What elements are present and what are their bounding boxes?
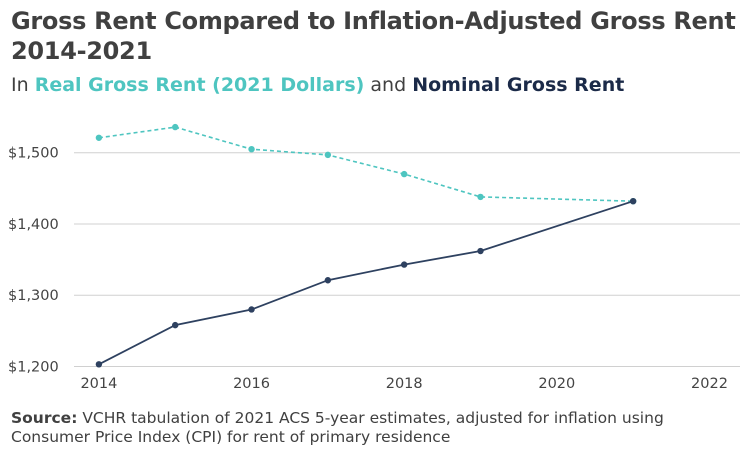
x-tick-label: 2014 [80, 376, 117, 392]
series-line-nominal [98, 200, 634, 366]
data-point-real [477, 193, 484, 201]
x-tick-label: 2016 [233, 376, 270, 392]
data-point-nominal [477, 247, 484, 255]
y-tick-label: $1,200 [8, 359, 59, 375]
x-tick-label: 2020 [538, 376, 575, 392]
y-tick-label: $1,400 [8, 217, 59, 233]
chart-title-line2: 2014-2021 [11, 37, 152, 65]
subtitle-real-label: Real Gross Rent (2021 Dollars) [34, 74, 365, 96]
data-point-nominal [172, 321, 179, 329]
y-tick-label: $1,500 [8, 146, 59, 162]
source-label: Source: [11, 409, 78, 427]
x-tick-label: 2022 [691, 376, 728, 392]
data-point-real [172, 123, 179, 131]
series-line-real [98, 126, 634, 202]
subtitle-nominal-label: Nominal Gross Rent [412, 74, 625, 96]
data-point-real [400, 170, 408, 178]
subtitle-joiner: and [364, 74, 413, 96]
data-point-nominal [324, 277, 332, 284]
chart-title-line1: Gross Rent Compared to Inflation-Adjuste… [11, 7, 736, 35]
data-point-real [95, 134, 103, 141]
y-tick-label: $1,300 [8, 288, 59, 304]
source-text: VCHR tabulation of 2021 ACS 5-year estim… [11, 409, 664, 446]
source-note: Source: VCHR tabulation of 2021 ACS 5-ye… [11, 409, 741, 447]
data-point-nominal [95, 361, 103, 368]
data-point-real [324, 151, 332, 159]
data-point-real [248, 145, 255, 153]
data-point-nominal [629, 197, 637, 205]
chart-subtitle: In Real Gross Rent (2021 Dollars) and No… [11, 72, 741, 98]
x-tick-label: 2018 [386, 376, 423, 392]
subtitle-prefix: In [11, 74, 35, 96]
data-point-nominal [400, 261, 408, 268]
data-point-nominal [248, 306, 255, 313]
chart-title: Gross Rent Compared to Inflation-Adjuste… [11, 6, 741, 66]
